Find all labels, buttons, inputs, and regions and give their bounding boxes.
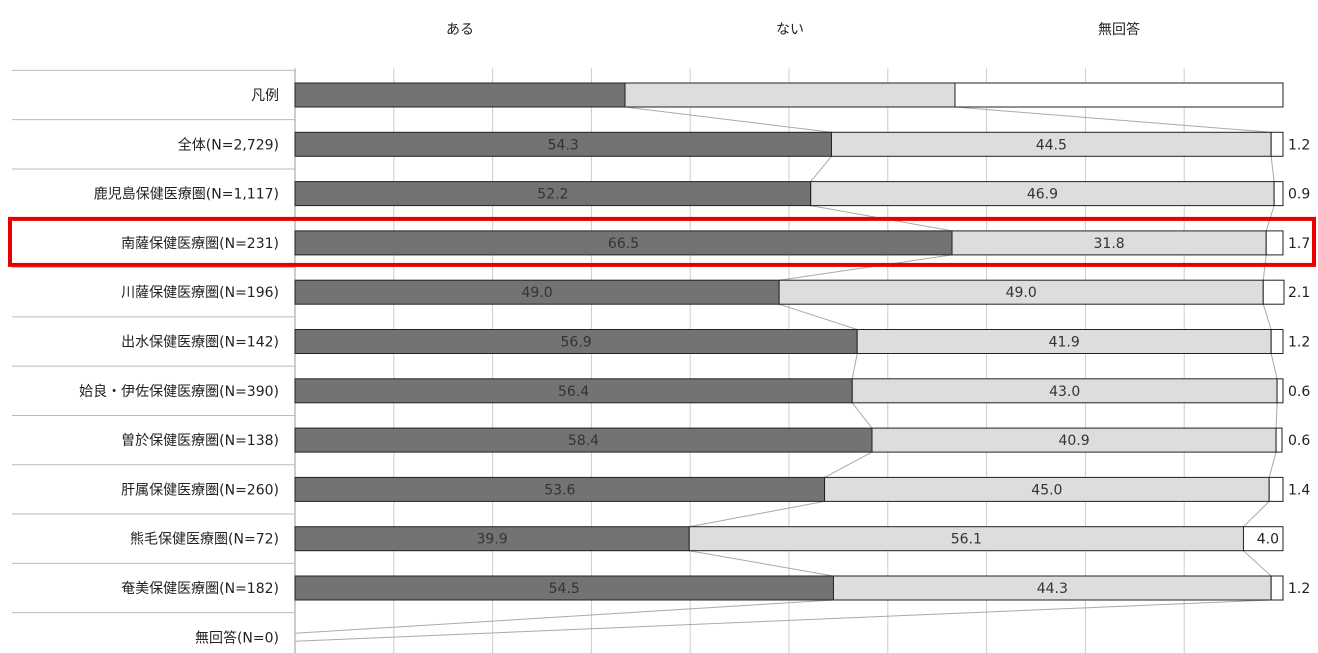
bar-segment [1275, 427, 1283, 453]
bar-segment [871, 427, 1277, 453]
bar-segment [1265, 230, 1284, 256]
highlight-layer [8, 216, 1316, 267]
bars [294, 82, 1285, 601]
legend-swatch [954, 82, 1284, 108]
bar-segment [824, 476, 1270, 502]
bar-segment [1268, 476, 1284, 502]
category-label: 肝属保健医療圏(N=260) [121, 481, 279, 498]
connector-line [1243, 501, 1270, 528]
bar-segment [1270, 575, 1284, 601]
bar-segment [294, 378, 853, 404]
data-label: 1.2 [1288, 137, 1310, 153]
connector-line [689, 500, 825, 528]
connector-line [1275, 402, 1278, 429]
connector-line [810, 155, 832, 182]
data-label: 54.5 [549, 581, 580, 597]
legend-entry-label: ない [776, 22, 804, 38]
bar-segment [1270, 329, 1284, 354]
connector-line [954, 106, 1272, 133]
category-label: 無回答(N=0) [195, 629, 279, 646]
category-label: 姶良・伊佐保健医療圏(N=390) [79, 383, 279, 400]
legend-swatch [624, 82, 956, 108]
connector-line [1268, 451, 1277, 478]
data-label: 1.2 [1288, 581, 1310, 597]
data-label: 66.5 [608, 236, 639, 252]
bar-segment [294, 131, 832, 157]
data-label: 49.0 [1006, 285, 1037, 301]
connector-line [294, 599, 834, 634]
legend-row-label: 凡例 [251, 88, 279, 104]
legend: ある ない 無回答 [446, 21, 1140, 38]
data-label: 0.9 [1288, 187, 1310, 203]
data-label: 40.9 [1058, 433, 1089, 449]
data-label: 54.3 [548, 137, 579, 153]
data-label: 49.0 [521, 285, 552, 301]
bar-segment [1242, 526, 1284, 552]
data-label: 1.4 [1288, 482, 1310, 498]
data-label: 0.6 [1288, 433, 1310, 449]
data-label: 0.6 [1288, 384, 1310, 400]
connector-line [824, 451, 873, 478]
bar-segment [294, 230, 953, 256]
bar-segment [688, 526, 1244, 552]
data-label: 56.1 [951, 532, 982, 548]
legend-swatch [294, 82, 626, 108]
data-label: 39.9 [477, 532, 508, 548]
bar-segment [294, 427, 873, 453]
data-label: 1.7 [1288, 236, 1310, 252]
connector-line [624, 106, 832, 133]
legend-entry-label: ある [446, 22, 474, 38]
connector-line [1262, 304, 1272, 330]
data-label: 56.4 [558, 384, 589, 400]
data-label: 52.2 [537, 187, 568, 203]
data-label: 4.0 [1257, 532, 1279, 548]
category-label: 川薩保健医療圏(N=196) [121, 284, 279, 301]
connector-line [1243, 550, 1272, 577]
bar-segment [1262, 279, 1285, 305]
data-label: 43.0 [1049, 384, 1080, 400]
connector-lines [294, 106, 1278, 642]
data-label: 1.2 [1288, 335, 1310, 351]
bar-segment [294, 279, 780, 305]
data-label: 44.5 [1036, 137, 1067, 153]
connector-line [778, 303, 858, 330]
category-label: 鹿児島保健医療圏(N=1,117) [94, 186, 279, 203]
bar-segment [1276, 378, 1284, 404]
bar-segment [1270, 131, 1284, 157]
bar-segment [294, 181, 812, 207]
data-label: 31.8 [1094, 236, 1125, 252]
category-label: 熊毛保健医療圏(N=72) [130, 531, 279, 548]
connector-line [779, 254, 953, 281]
category-label: 全体(N=2,729) [178, 136, 279, 153]
connector-line [1262, 254, 1267, 281]
data-label: 58.4 [568, 433, 599, 449]
bar-segment [810, 181, 1275, 207]
data-label: 56.9 [561, 335, 592, 351]
connector-line [1270, 353, 1278, 379]
data-label: 53.6 [544, 482, 575, 498]
legend-entry-label: 無回答 [1098, 21, 1140, 38]
data-label: 44.3 [1037, 581, 1068, 597]
data-label: 41.9 [1049, 335, 1080, 351]
connector-line [851, 353, 858, 379]
bar-segment [951, 230, 1267, 256]
connector-line [851, 402, 873, 429]
bar-segment [294, 575, 834, 601]
highlight-box [8, 216, 1316, 267]
bar-segment [1273, 181, 1284, 207]
bar-segment [294, 476, 826, 502]
data-label: 46.9 [1027, 187, 1058, 203]
connector-line [689, 550, 834, 577]
category-label: 南薩保健医療圏(N=231) [121, 235, 279, 252]
data-label: 45.0 [1031, 482, 1062, 498]
data-label: 2.1 [1288, 285, 1310, 301]
connector-line [1270, 156, 1275, 182]
category-label: 奄美保健医療圏(N=182) [121, 580, 279, 597]
category-label: 曽於保健医療圏(N=138) [121, 432, 279, 449]
bar-segment [778, 279, 1264, 305]
category-label: 出水保健医療圏(N=142) [121, 334, 279, 351]
connector-line [294, 599, 1272, 642]
